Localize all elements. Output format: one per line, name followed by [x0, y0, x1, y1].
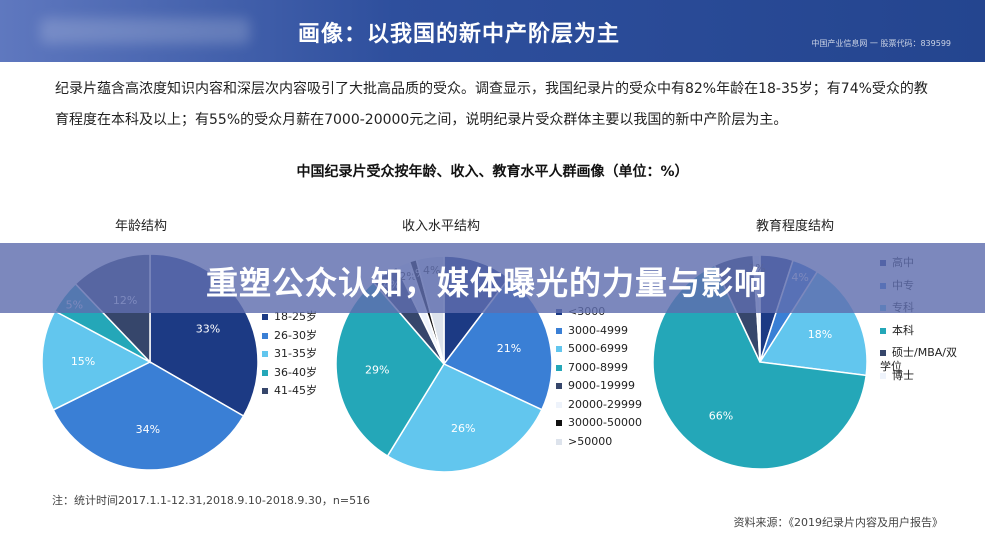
legend-label: 20000-29999	[568, 397, 642, 411]
chart-title: 中国纪录片受众按年龄、收入、教育水平人群画像（单位：%）	[296, 164, 689, 180]
legend-label: 36-40岁	[274, 365, 317, 379]
legend-swatch	[262, 369, 268, 376]
income-chart-title: 收入水平结构	[402, 219, 481, 234]
legend-swatch	[556, 346, 562, 352]
slice-value-label: 29%	[365, 363, 389, 376]
legend-item: 30000-50000	[556, 416, 642, 430]
legend-swatch	[880, 327, 886, 334]
legend-label: 31-35岁	[274, 347, 317, 360]
legend-swatch	[262, 388, 268, 394]
legend-label: 30000-50000	[568, 416, 642, 429]
legend-item: 9000-19999	[556, 379, 635, 393]
headline-band	[0, 243, 985, 313]
legend-item: 41-45岁	[262, 384, 317, 398]
legend-swatch	[556, 401, 562, 408]
legend-item: 18-25岁	[262, 310, 317, 324]
education-chart-title: 教育程度结构	[756, 219, 835, 234]
legend-item: 31-35岁	[262, 347, 317, 361]
legend-label: 3000-4999	[568, 323, 628, 337]
slice-value-label: 18%	[808, 328, 832, 341]
legend-label: >50000	[568, 434, 613, 448]
header-right-text: 中国产业信息网 一 股票代码：839599	[811, 39, 951, 48]
legend-label: 18-25岁	[274, 310, 317, 323]
legend-label: 26-30岁	[274, 328, 317, 342]
legend-item: 20000-29999	[556, 398, 642, 412]
slice-value-label: 26%	[451, 422, 475, 435]
legend-swatch	[880, 350, 886, 356]
pie-slice	[386, 363, 543, 473]
legend-label: 硕士/MBA/双学位	[880, 346, 957, 373]
header-bar: 画像：以我国的新中产阶层为主 中国产业信息网 一 股票代码：839599	[0, 0, 985, 62]
legend-item: 硕士/MBA/双学位	[880, 346, 960, 374]
legend-swatch	[556, 383, 562, 389]
legend-swatch	[880, 372, 886, 379]
source-note: 资料来源：《2019纪录片内容及用户报告》	[733, 516, 944, 529]
pie-slice	[41, 309, 152, 411]
description-text: 纪录片蕴含高浓度知识内容和深层次内容吸引了大批高品质的受众。调查显示，我国纪录片…	[55, 81, 928, 128]
legend-swatch	[556, 420, 562, 426]
slice-value-label: 66%	[709, 410, 733, 423]
legend-swatch	[262, 314, 268, 320]
legend-item: 26-30岁	[262, 329, 317, 343]
legend-item: 博士	[880, 369, 960, 383]
legend-item: 本科	[880, 324, 960, 338]
legend-swatch	[556, 327, 562, 334]
legend-swatch	[262, 332, 268, 339]
legend-label: 博士	[892, 368, 914, 382]
age-chart-title: 年龄结构	[115, 219, 168, 234]
legend-label: 7000-8999	[568, 360, 628, 374]
legend-label: 41-45岁	[274, 384, 317, 397]
slice-value-label: 21%	[497, 342, 521, 355]
legend-item: 3000-4999	[556, 324, 628, 338]
legend-label: 本科	[892, 323, 914, 337]
pie-slice	[52, 361, 245, 471]
headline: 重塑公众认知，媒体曝光的力量与影响	[206, 264, 768, 302]
legend-item: >50000	[556, 435, 612, 449]
legend-swatch	[556, 364, 562, 371]
legend-label: 5000-6999	[568, 342, 628, 355]
legend-label: 9000-19999	[568, 379, 635, 392]
legend-item: 36-40岁	[262, 366, 317, 380]
legend-swatch	[556, 438, 562, 445]
legend-item: 7000-8999	[556, 361, 628, 375]
legend-item: 5000-6999	[556, 342, 628, 356]
legend-swatch	[262, 351, 268, 357]
slice-value-label: 33%	[196, 323, 220, 336]
blurred-logo	[40, 18, 250, 44]
slice-value-label: 15%	[71, 355, 95, 368]
page-title: 画像：以我国的新中产阶层为主	[298, 22, 621, 47]
footnote: 注：统计时间2017.1.1-12.31,2018.9.10-2018.9.30…	[52, 494, 371, 507]
slice-value-label: 34%	[136, 423, 160, 436]
